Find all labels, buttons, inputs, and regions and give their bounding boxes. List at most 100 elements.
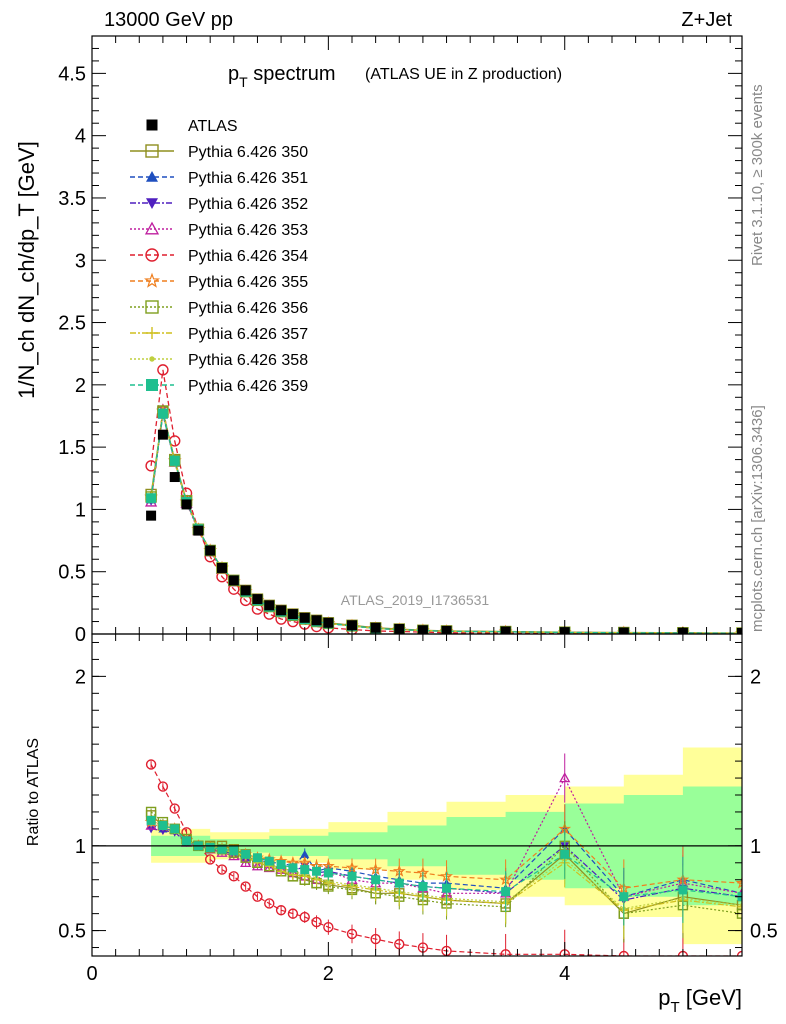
chart-title: pT spectrum	[228, 63, 336, 90]
ratio-ytick-label-right: 2	[750, 666, 761, 688]
ratio-point	[559, 772, 571, 783]
main-panel: 0 0.5 1 1.5 2 2.5 3 3.5 4 4.5 pT spectrum (ATLAS …	[14, 35, 743, 646]
ratio-panel: 0.5 0.5 1 1 2 2 0 2 4 Ratio to ATLAS pT [GeV]	[25, 633, 778, 1016]
ratio-point	[264, 898, 275, 909]
ratio-point	[300, 849, 310, 858]
ratio-point	[146, 815, 156, 825]
ratio-point	[501, 887, 511, 897]
legend-entry: Pythia 6.426 359	[130, 378, 308, 395]
ratio-point	[205, 843, 215, 853]
legend-label: Pythia 6.426 359	[188, 378, 308, 395]
ratio-point	[182, 836, 192, 846]
main-ytick-label: 4.5	[58, 63, 86, 85]
ratio-point	[157, 781, 169, 792]
legend-label: Pythia 6.426 353	[188, 222, 308, 239]
ratio-line	[150, 824, 742, 898]
ratio-point	[371, 875, 381, 885]
legend-marker	[146, 171, 158, 182]
legend-label: Pythia 6.426 354	[188, 248, 308, 265]
legend-marker	[146, 379, 158, 391]
ratio-point	[736, 899, 742, 911]
legend-marker	[145, 248, 159, 262]
ratio-point	[394, 938, 405, 950]
data-point	[181, 499, 192, 510]
ratio-point	[500, 949, 511, 956]
series-point	[146, 493, 157, 504]
ratio-point	[204, 854, 216, 865]
ratio-point	[145, 759, 157, 770]
legend-marker	[146, 119, 158, 131]
ratio-ytick-label-right: 1	[750, 836, 761, 858]
legend-label: Pythia 6.426 351	[188, 170, 308, 187]
legend-entry: Pythia 6.426 354	[130, 248, 308, 265]
data-point	[299, 612, 310, 623]
data-point	[157, 429, 168, 440]
ratio-point	[326, 879, 331, 884]
legend-entry: Pythia 6.426 350	[130, 144, 308, 161]
main-ytick-label: 3	[75, 250, 86, 272]
ratio-point	[217, 844, 227, 854]
main-ytick-label: 4	[75, 126, 86, 148]
legend-entry: Pythia 6.426 353	[130, 221, 308, 239]
ratio-ylabel: Ratio to ATLAS	[25, 738, 42, 846]
ratio-point	[311, 916, 322, 928]
ratio-point	[276, 859, 286, 869]
data-point	[276, 605, 287, 616]
ratio-point	[560, 849, 570, 859]
data-point	[618, 627, 629, 634]
ratio-point	[619, 892, 629, 902]
legend-label: Pythia 6.426 356	[188, 300, 308, 317]
legend-marker	[144, 272, 160, 288]
legend-marker	[149, 356, 155, 362]
rivet-label: Rivet 3.1.10, ≥ 300k events	[749, 84, 766, 266]
ratio-point	[169, 803, 180, 814]
ratio-point	[252, 853, 262, 863]
mcplots-label: mcplots.cern.ch [arXiv:1306.3436]	[749, 405, 766, 632]
main-ytick-label: 1.5	[58, 437, 86, 459]
main-ytick-label: 3.5	[58, 188, 86, 210]
ratio-point	[299, 911, 310, 923]
ratio-point	[287, 908, 299, 919]
main-ytick-label: 1	[75, 499, 86, 521]
watermark: ATLAS_2019_I1736531	[341, 592, 490, 608]
legend-label: Pythia 6.426 350	[188, 144, 308, 161]
ratio-point	[300, 865, 310, 875]
legend: ATLAS Pythia 6.426 350 Pythia 6.426 351 Pyt…	[130, 118, 308, 395]
ratio-point	[264, 856, 274, 866]
ratio-point	[228, 871, 240, 882]
legend-entry: Pythia 6.426 351	[130, 170, 308, 187]
legend-label: Pythia 6.426 357	[188, 326, 308, 343]
legend-marker	[145, 300, 159, 314]
series-point	[169, 455, 180, 466]
legend-marker	[145, 144, 159, 158]
legend-label: Pythia 6.426 352	[188, 196, 308, 213]
ratio-point	[442, 883, 452, 893]
data-point	[347, 620, 357, 631]
ratio-point	[735, 876, 742, 889]
data-point	[205, 545, 216, 556]
data-point	[193, 525, 204, 536]
x-tick-label: 0	[86, 963, 97, 985]
ratio-point	[240, 881, 251, 892]
ratio-point	[288, 863, 298, 873]
legend-label: Pythia 6.426 358	[188, 352, 308, 369]
chart-subtitle: (ATLAS UE in Z production)	[365, 66, 562, 83]
main-ylabel: 1/N_ch dN_ch/dp_T [GeV]	[14, 141, 39, 399]
ratio-ytick-label-right: 0.5	[750, 921, 778, 943]
data-point	[287, 609, 298, 620]
ratio-point	[323, 868, 333, 878]
x-axis-label: pT [GeV]	[658, 985, 742, 1016]
ratio-point	[263, 862, 275, 873]
ratio-point	[418, 882, 428, 892]
ratio-point	[678, 885, 688, 895]
main-ytick-label: 0.5	[58, 562, 86, 584]
ratio-point	[618, 950, 630, 956]
legend-marker	[146, 198, 158, 209]
ratio-point	[370, 933, 381, 945]
legend-entry: Pythia 6.426 352	[130, 196, 308, 213]
data-point	[228, 575, 239, 586]
legend-entry: ATLAS	[146, 118, 238, 135]
data-point	[264, 600, 275, 611]
ratio-point	[323, 921, 334, 933]
main-ytick-label: 0	[75, 624, 86, 646]
